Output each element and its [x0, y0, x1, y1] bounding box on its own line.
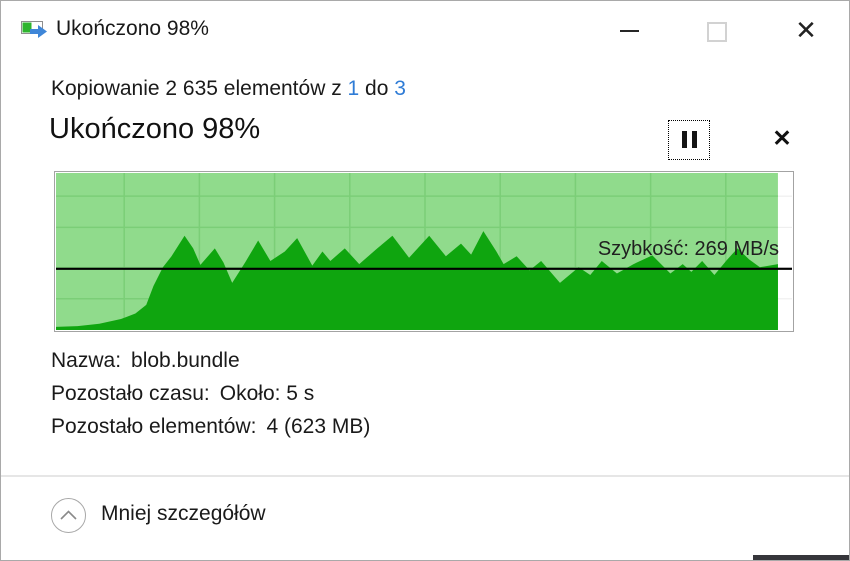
speed-label: Szybkość: 269 MB/s: [597, 238, 779, 260]
items-remaining-value: 4 (623 MB): [266, 415, 371, 438]
file-name-label: Nazwa:: [51, 349, 122, 372]
maximize-icon: [707, 22, 727, 42]
pause-icon: [692, 131, 697, 148]
detail-row-time-remaining: Pozostało czasu: Około: 5 s: [51, 382, 370, 415]
pause-icon: [682, 131, 687, 148]
detail-row-items-remaining: Pozostało elementów: 4 (623 MB): [51, 415, 370, 448]
time-remaining-value: Około: 5 s: [219, 382, 315, 405]
close-button[interactable]: ✕: [786, 9, 826, 51]
titlebar: Ukończono 98% ✕: [1, 1, 849, 61]
minimize-button[interactable]: [609, 11, 649, 51]
maximize-button: [696, 11, 736, 51]
chevron-up-icon: [60, 510, 77, 520]
progress-heading: Ukończono 98%: [49, 113, 261, 145]
copy-details: Nazwa: blob.bundle Pozostało czasu: Okoł…: [51, 349, 370, 448]
file-name-value: blob.bundle: [131, 349, 240, 372]
footer-separator: [1, 475, 849, 477]
background-window-edge: [753, 555, 849, 560]
time-remaining-label: Pozostało czasu:: [51, 382, 210, 405]
minimize-icon: [620, 30, 639, 32]
copy-status-text: Kopiowanie 2 635 elementów z: [51, 77, 348, 100]
speed-graph: Szybkość: 269 MB/s: [54, 171, 794, 332]
source-folder-link[interactable]: 1: [347, 77, 360, 100]
cancel-copy-button[interactable]: ✕: [764, 119, 800, 157]
window-title: Ukończono 98%: [56, 17, 209, 40]
copy-status-conjunction: do: [359, 77, 395, 100]
destination-folder-link[interactable]: 3: [394, 77, 406, 100]
items-remaining-label: Pozostało elementów:: [51, 415, 257, 438]
cancel-icon: ✕: [772, 125, 792, 151]
detail-row-name: Nazwa: blob.bundle: [51, 349, 370, 382]
copy-progress-icon: [21, 21, 47, 38]
close-icon: ✕: [795, 15, 817, 45]
copy-status-line: Kopiowanie 2 635 elementów z 1 do 3: [51, 77, 406, 101]
chevron-up-circle: [51, 498, 86, 533]
less-details-label: Mniej szczegółów: [101, 502, 266, 525]
pause-button[interactable]: [668, 120, 710, 160]
speed-graph-svg: [56, 173, 792, 330]
